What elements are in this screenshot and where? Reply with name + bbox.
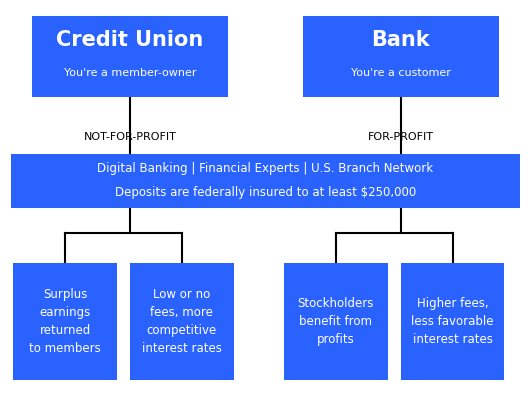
FancyBboxPatch shape — [401, 263, 504, 380]
FancyBboxPatch shape — [32, 16, 228, 97]
Text: Higher fees,
less favorable
interest rates: Higher fees, less favorable interest rat… — [412, 297, 494, 346]
Text: Credit Union: Credit Union — [56, 30, 204, 50]
Text: Bank: Bank — [372, 30, 430, 50]
FancyBboxPatch shape — [11, 154, 520, 208]
Text: Digital Banking | Financial Experts | U.S. Branch Network: Digital Banking | Financial Experts | U.… — [97, 162, 434, 175]
FancyBboxPatch shape — [284, 263, 388, 380]
FancyBboxPatch shape — [130, 263, 234, 380]
Text: FOR-PROFIT: FOR-PROFIT — [368, 133, 434, 142]
Text: Stockholders
benefit from
profits: Stockholders benefit from profits — [298, 297, 374, 346]
Text: NOT-FOR-PROFIT: NOT-FOR-PROFIT — [84, 133, 176, 142]
Text: You're a customer: You're a customer — [351, 68, 451, 78]
Text: You're a member-owner: You're a member-owner — [64, 68, 196, 78]
FancyBboxPatch shape — [13, 263, 117, 380]
Text: Deposits are federally insured to at least $250,000: Deposits are federally insured to at lea… — [115, 186, 416, 200]
Text: Low or no
fees, more
competitive
interest rates: Low or no fees, more competitive interes… — [142, 288, 222, 355]
FancyBboxPatch shape — [303, 16, 499, 97]
Text: Surplus
earnings
returned
to members: Surplus earnings returned to members — [29, 288, 101, 355]
